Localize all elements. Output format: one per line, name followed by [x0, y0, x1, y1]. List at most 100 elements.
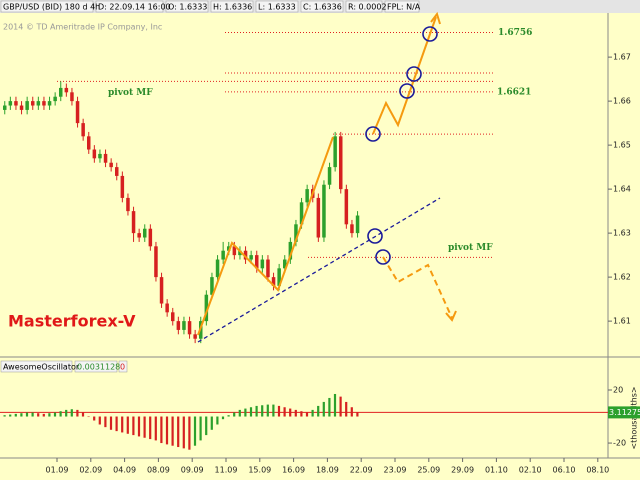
projection-path — [382, 256, 453, 319]
candle-body — [344, 189, 349, 225]
close: C: 1.6336 — [303, 3, 342, 12]
bar — [59, 411, 62, 417]
y-tick-label: 1.61 — [613, 317, 631, 326]
x-tick-label: 16.09 — [282, 466, 305, 475]
oscillator-title: AwesomeOscillator — [3, 363, 80, 372]
candle-body — [98, 153, 102, 159]
oscillator-value: 0.0031128 — [77, 363, 120, 372]
candle-body — [305, 189, 309, 203]
candle-body — [232, 246, 237, 256]
projection-path — [372, 16, 437, 135]
drawings — [197, 11, 457, 343]
candle-body — [137, 233, 141, 238]
bar — [322, 401, 325, 417]
x-tick-label: 01.09 — [46, 466, 69, 475]
x-tick-label: 01.10 — [485, 466, 508, 475]
x-tick-label: 22.09 — [350, 466, 373, 475]
bar — [76, 409, 79, 417]
bar — [143, 416, 146, 438]
y-tick-label: 1.65 — [613, 141, 631, 150]
cell — [165, 0, 209, 13]
bar — [294, 409, 297, 417]
candle-body — [53, 96, 57, 102]
bar — [93, 416, 96, 421]
bar — [165, 416, 169, 445]
candle-body — [333, 136, 337, 168]
candle-body — [350, 224, 354, 234]
y-tick-label: 1.66 — [613, 97, 631, 106]
bar — [182, 416, 185, 449]
candle-body — [131, 211, 136, 234]
candle-body — [64, 87, 69, 93]
y-tick-label: -20 — [613, 439, 626, 448]
candle-body — [25, 101, 29, 110]
arrow-head — [430, 11, 441, 25]
high: H: 1.6336 — [213, 3, 252, 12]
bar — [98, 416, 101, 425]
candle-body — [355, 215, 360, 234]
cell — [300, 0, 344, 13]
candle-body — [14, 101, 18, 106]
brand: Masterforex-V — [8, 312, 136, 331]
bar — [238, 409, 241, 417]
candle-body — [255, 255, 259, 269]
bar — [311, 409, 314, 417]
candle-body — [339, 136, 343, 190]
candle-body — [316, 197, 321, 238]
bar — [300, 411, 303, 417]
candle-body — [103, 153, 108, 163]
bar — [115, 416, 118, 432]
x-tick-label: 02.09 — [79, 466, 102, 475]
bar — [37, 413, 40, 417]
cell — [0, 360, 73, 373]
x-tick-label: 18.09 — [316, 466, 339, 475]
candle-body — [42, 101, 46, 106]
candle-body — [87, 136, 91, 150]
candle-body — [148, 228, 153, 247]
candle-body — [277, 268, 281, 286]
bar — [14, 413, 17, 417]
bar — [81, 412, 85, 417]
circles — [365, 26, 438, 265]
x-tick-label: 29.09 — [451, 466, 474, 475]
candle-body — [143, 228, 147, 238]
y-tick-label: 1.67 — [613, 53, 631, 62]
arrow-head — [445, 310, 457, 322]
x-tick-label: 25.09 — [417, 466, 440, 475]
bar — [283, 407, 286, 417]
bar — [177, 416, 180, 448]
x-tick-label: 04.09 — [113, 466, 136, 475]
y-tick-label: 1.62 — [613, 273, 631, 282]
candle-body — [238, 250, 242, 256]
bar — [149, 416, 152, 440]
candle-body — [187, 321, 192, 335]
bar — [193, 416, 197, 446]
candle-body — [215, 259, 220, 278]
range: R: 0.0002 — [348, 3, 387, 12]
candle-body — [8, 101, 13, 106]
cell — [255, 0, 299, 13]
candle-body — [176, 321, 181, 330]
candle-body — [120, 175, 125, 198]
y-tick-label: 1.63 — [613, 229, 631, 238]
x-tick-label: 08.09 — [147, 466, 170, 475]
bar — [87, 416, 90, 418]
symbol: GBP/USD (BID) 180 d 4h — [3, 3, 100, 12]
candle-body — [299, 202, 304, 225]
bar — [126, 416, 129, 434]
oscillator-panel: 20 -20 3.11275 — [0, 385, 640, 450]
circle — [367, 228, 383, 244]
x-tick-label: 09.09 — [181, 466, 204, 475]
bar — [339, 396, 342, 417]
candle-body — [47, 101, 52, 106]
bar — [160, 416, 163, 444]
level-label: 1.6756 — [498, 28, 532, 38]
bar — [104, 416, 107, 428]
current-box — [608, 406, 640, 419]
bar — [48, 413, 51, 417]
bar — [305, 412, 309, 417]
candle-body — [3, 105, 7, 110]
bar — [233, 412, 236, 417]
bar — [289, 408, 292, 417]
